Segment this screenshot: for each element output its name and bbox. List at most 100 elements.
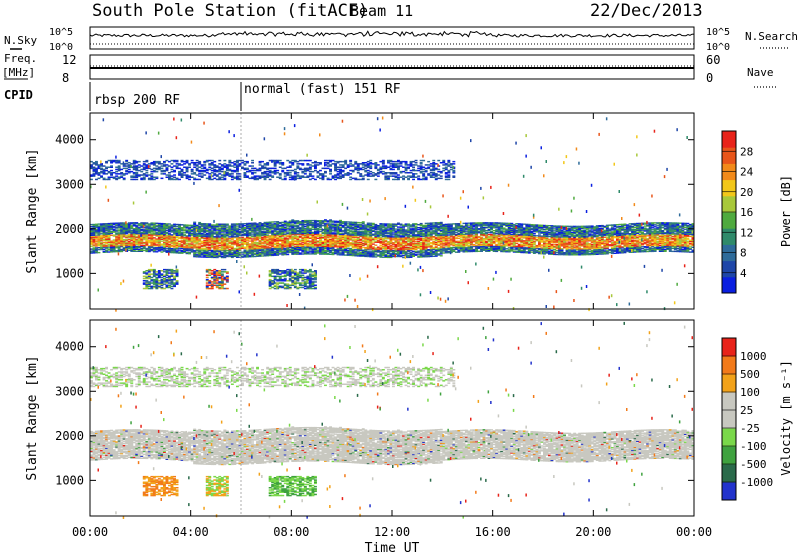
scatter-cell xyxy=(316,244,320,246)
scatter-cell xyxy=(160,163,164,165)
scatter-cell xyxy=(324,237,327,240)
scatter-cell xyxy=(157,274,161,276)
scatter-cell xyxy=(230,251,234,254)
scatter-cell xyxy=(135,228,139,230)
scatter-cell xyxy=(152,163,156,165)
scatter-cell xyxy=(314,167,317,170)
scatter-cell xyxy=(110,226,113,229)
scatter-cell xyxy=(271,283,275,285)
scatter-cell xyxy=(155,231,159,233)
scatter-cell xyxy=(183,245,186,248)
scatter-cell xyxy=(248,246,252,248)
scatter-cell xyxy=(210,272,214,274)
scatter-cell xyxy=(102,233,106,236)
scatter-cell xyxy=(200,228,204,231)
scatter-cell xyxy=(112,177,116,180)
scatter-cell xyxy=(160,223,164,226)
scatter-cell xyxy=(223,254,227,257)
scatter-cell xyxy=(286,227,290,229)
scatter-cell xyxy=(230,248,234,251)
scatter-cell xyxy=(168,231,171,233)
scatter-cell xyxy=(319,163,322,165)
scatter-cell xyxy=(100,164,103,166)
scatter-cell xyxy=(334,225,337,227)
scatter-cell xyxy=(266,164,270,166)
scatter-cell xyxy=(125,167,129,170)
scatter-cell xyxy=(223,241,227,243)
nave-tick-bottom: 0 xyxy=(706,71,713,85)
scatter-cell xyxy=(195,167,199,170)
scatter-cell xyxy=(140,242,144,245)
scatter-cell xyxy=(142,177,146,180)
scatter-cell xyxy=(95,173,98,175)
scatter-cell xyxy=(210,254,214,257)
scatter-cell xyxy=(215,254,219,257)
scatter-cell xyxy=(205,287,209,290)
scatter-cell xyxy=(200,225,204,227)
scatter-cell xyxy=(331,159,335,162)
scatter-cell xyxy=(306,233,310,235)
scatter-cell xyxy=(215,285,219,288)
scatter-cell xyxy=(132,172,136,174)
scatter-cell xyxy=(137,235,141,238)
scatter-cell xyxy=(293,250,297,252)
scatter-cell xyxy=(273,164,277,166)
scatter-cell xyxy=(321,236,325,239)
scatter-cell xyxy=(115,239,119,241)
scatter-cell xyxy=(283,230,287,232)
scatter-cell xyxy=(178,237,181,240)
scatter-cell xyxy=(311,246,315,248)
scatter-cell xyxy=(334,160,337,163)
scatter-cell xyxy=(321,244,325,246)
scatter-cell xyxy=(306,237,310,239)
scatter-cell xyxy=(150,162,154,164)
scatter-cell xyxy=(263,245,267,247)
scatter-cell xyxy=(190,228,194,230)
scatter-point xyxy=(356,305,359,308)
scatter-cell xyxy=(301,286,305,289)
scatter-cell xyxy=(308,233,312,235)
scatter-cell xyxy=(349,249,353,252)
scatter-cell xyxy=(288,238,292,240)
scatter-cell xyxy=(278,285,282,288)
scatter-point xyxy=(387,250,389,254)
scatter-cell xyxy=(316,249,320,251)
scatter-cell xyxy=(110,244,113,246)
scatter-cell xyxy=(185,236,189,238)
scatter-cell xyxy=(258,175,262,177)
scatter-point xyxy=(283,132,286,136)
scatter-cell xyxy=(220,244,224,246)
scatter-cell xyxy=(301,234,305,237)
scatter-cell xyxy=(326,239,330,242)
scatter-cell xyxy=(248,222,252,225)
scatter-cell xyxy=(278,229,282,232)
scatter-cell xyxy=(296,167,300,170)
scatter-cell xyxy=(283,231,287,233)
scatter-cell xyxy=(273,224,277,226)
scatter-cell xyxy=(105,235,108,238)
scatter-cell xyxy=(178,227,181,230)
scatter-cell xyxy=(369,231,373,233)
scatter-cell xyxy=(175,163,179,165)
scatter-cell xyxy=(261,172,264,174)
scatter-cell xyxy=(90,234,93,237)
scatter-cell xyxy=(261,225,264,228)
scatter-cell xyxy=(140,177,144,180)
scatter-cell xyxy=(364,232,368,234)
scatter-cell xyxy=(145,280,149,282)
scatter-cell xyxy=(298,231,302,234)
scatter-cell xyxy=(223,278,227,281)
scatter-cell xyxy=(354,253,358,255)
scatter-cell xyxy=(165,241,169,244)
scatter-cell xyxy=(298,242,302,244)
scatter-cell xyxy=(376,255,380,257)
scatter-cell xyxy=(190,224,194,227)
scatter-cell xyxy=(218,167,222,170)
scatter-cell xyxy=(291,236,295,238)
scatter-cell xyxy=(339,228,342,231)
scatter-cell xyxy=(137,238,141,241)
scatter-cell xyxy=(271,235,275,237)
scatter-cell xyxy=(168,278,171,281)
scatter-cell xyxy=(288,162,292,164)
scatter-cell xyxy=(132,225,136,227)
